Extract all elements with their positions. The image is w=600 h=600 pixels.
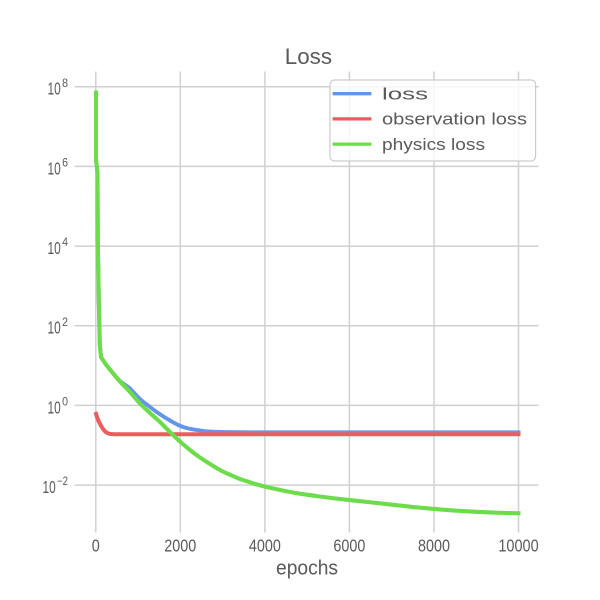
svg-text:4: 4	[62, 237, 68, 249]
svg-text:epochs: epochs	[276, 558, 338, 580]
svg-text:4000: 4000	[249, 536, 281, 556]
svg-text:0: 0	[92, 536, 100, 556]
svg-text:10: 10	[48, 238, 61, 258]
svg-text:−2: −2	[57, 476, 68, 488]
svg-text:2: 2	[62, 317, 68, 329]
svg-text:0: 0	[62, 397, 68, 409]
svg-text:6: 6	[62, 158, 68, 170]
svg-text:2000: 2000	[164, 536, 196, 556]
svg-text:8: 8	[62, 78, 68, 90]
svg-text:10: 10	[48, 397, 61, 417]
svg-text:10: 10	[43, 477, 56, 497]
svg-text:10: 10	[48, 79, 61, 99]
svg-text:10000: 10000	[498, 536, 539, 556]
svg-text:6000: 6000	[333, 536, 365, 556]
svg-text:loss: loss	[382, 84, 428, 103]
svg-text:observation loss: observation loss	[382, 110, 527, 129]
svg-text:Loss: Loss	[285, 44, 332, 69]
svg-text:10: 10	[48, 158, 61, 178]
svg-text:8000: 8000	[418, 536, 450, 556]
svg-text:10: 10	[48, 318, 61, 338]
svg-text:physics loss: physics loss	[382, 135, 485, 154]
